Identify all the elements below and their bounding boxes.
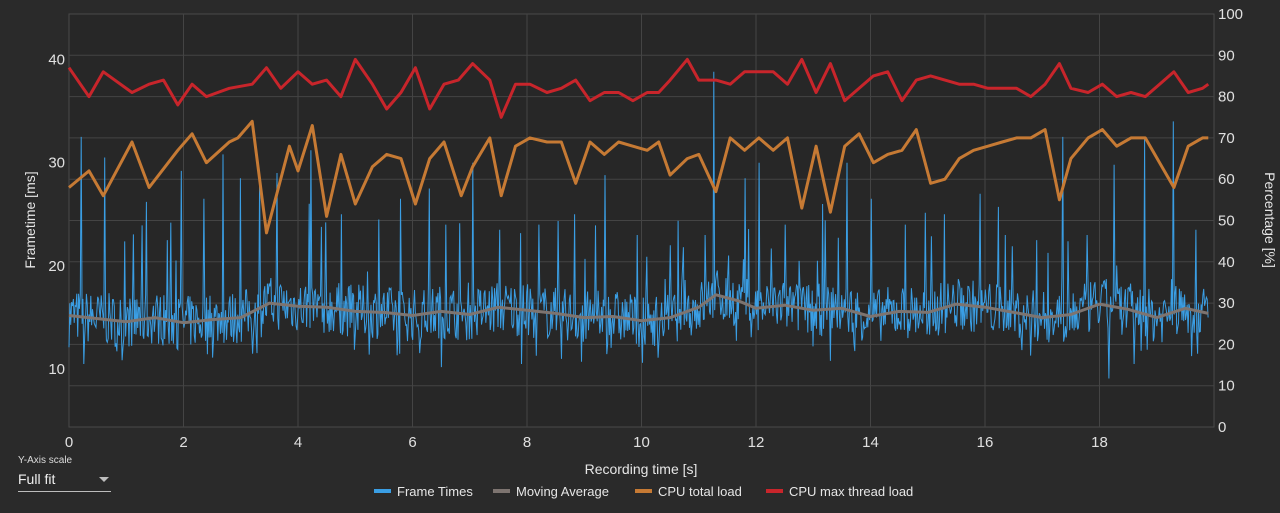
x-tick-label: 8 [523,434,531,451]
y-axis-scale-label: Y-Axis scale [18,455,73,466]
x-tick-label: 12 [748,434,765,451]
legend-label-cpu-max-thread-load: CPU max thread load [789,484,913,499]
y-tick-label: 40 [48,51,65,68]
y2-tick-label: 90 [1218,47,1235,64]
legend: Frame Times Moving Average CPU total loa… [374,484,913,499]
chevron-down-icon [99,476,109,482]
y2-tick-label: 0 [1218,419,1226,436]
y2-tick-label: 40 [1218,254,1235,271]
y2-tick-label: 60 [1218,171,1235,188]
y-tick-label: 20 [48,258,65,275]
series-moving-average [68,293,1209,325]
x-tick-label: 10 [633,434,650,451]
tick-labels: 0 2 4 6 8 10 12 14 16 18 10 20 30 40 0 10 20 30 40 50 60 70 80… [48,6,1243,451]
x-tick-label: 0 [65,434,73,451]
legend-item-cpu-total-load[interactable]: CPU total load [635,484,742,499]
legend-item-moving-average[interactable]: Moving Average [493,484,609,499]
x-tick-label: 6 [408,434,416,451]
legend-item-frame-times[interactable]: Frame Times [374,484,473,499]
legend-label-moving-average: Moving Average [516,484,609,499]
x-tick-label: 18 [1091,434,1108,451]
y2-tick-label: 10 [1218,378,1235,395]
legend-label-cpu-total-load: CPU total load [658,484,742,499]
x-tick-label: 14 [862,434,879,451]
legend-label-frame-times: Frame Times [397,484,473,499]
y-tick-label: 10 [48,361,65,378]
chart-marks [67,57,1210,379]
series-cpu-max-thread-load [67,57,1210,119]
y2-tick-label: 80 [1218,89,1235,106]
x-tick-label: 4 [294,434,302,451]
y-axis-scale-value: Full fit [18,471,56,487]
y2-tick-label: 70 [1218,130,1235,147]
y2-axis-title: Percentage [%] [1262,172,1278,268]
y2-tick-label: 30 [1218,295,1235,312]
y2-tick-label: 20 [1218,336,1235,353]
x-tick-label: 2 [179,434,187,451]
x-axis-title: Recording time [s] [585,461,698,477]
x-tick-label: 16 [977,434,994,451]
legend-item-cpu-max-thread-load[interactable]: CPU max thread load [766,484,913,499]
y-tick-label: 30 [48,155,65,172]
y2-tick-label: 100 [1218,6,1243,23]
y2-tick-label: 50 [1218,213,1235,230]
y-axis-title: Frametime [ms] [22,171,38,268]
series-frame-times [68,71,1209,379]
series-cpu-total-load [68,119,1209,235]
y-axis-scale-dropdown[interactable]: Full fit [18,471,111,492]
y-axis-scale-control: Y-Axis scale Full fit [18,455,111,492]
